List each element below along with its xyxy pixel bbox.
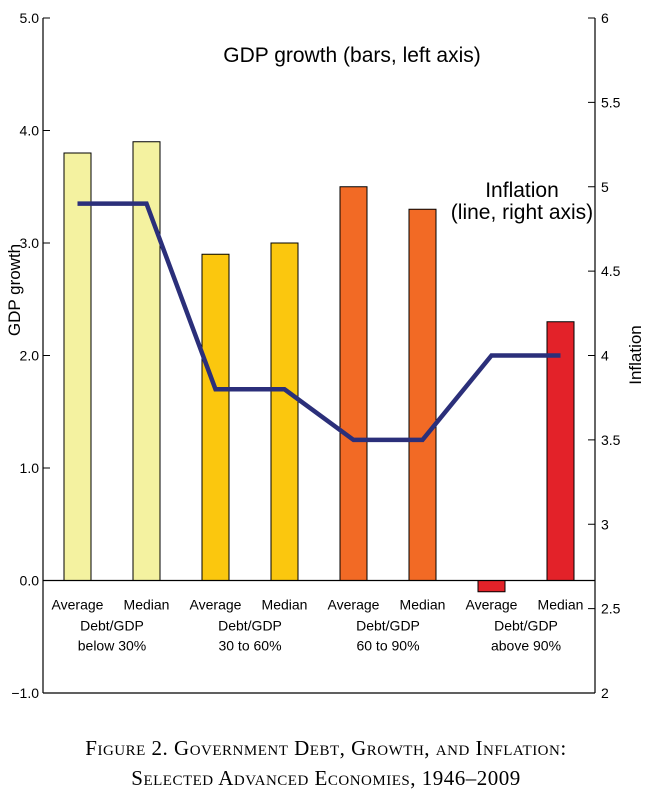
inflation-annotation-line1: Inflation: [485, 179, 559, 202]
bar-2: [132, 141, 161, 581]
left-tick-label: 1.0: [20, 460, 40, 476]
left-tick-label: 3.0: [20, 235, 40, 251]
category-label: Median: [262, 597, 308, 613]
right-tick-label: 4.5: [601, 263, 621, 279]
right-tick-label: 3.5: [601, 432, 621, 448]
category-labels: Average Median Average Median Average Median A…: [52, 597, 584, 654]
category-label: Median: [124, 597, 170, 613]
inflation-series-line: [77, 201, 561, 443]
bar-3: [201, 253, 230, 581]
bar-7: [477, 580, 506, 593]
right-tick-label: 3: [601, 516, 609, 532]
bar-4: [270, 242, 299, 581]
category-label: Average: [466, 597, 518, 613]
inflation-annotation-line2: (line, right axis): [451, 201, 593, 224]
caption-line-2: Selected Advanced Economies, 1946–2009: [131, 766, 521, 790]
bar-5: [339, 186, 368, 581]
group-label-line1: Debt/GDP: [80, 618, 144, 634]
left-tick-label: −1.0: [11, 685, 39, 701]
category-label: Median: [538, 597, 584, 613]
inflation-line: [77, 201, 561, 443]
category-label: Average: [190, 597, 242, 613]
right-axis-label: Inflation: [626, 325, 645, 385]
right-tick-label: 5.5: [601, 94, 621, 110]
category-label: Average: [52, 597, 104, 613]
right-tick-label: 2.5: [601, 601, 621, 617]
group-label-line1: Debt/GDP: [494, 618, 558, 634]
group-label-line2: 60 to 90%: [356, 638, 419, 654]
caption-line-1: Figure 2. Government Debt, Growth, and I…: [85, 736, 567, 760]
group-label-line2: 30 to 60%: [218, 638, 281, 654]
bar-6: [408, 208, 437, 581]
left-tick-label: 5.0: [20, 10, 40, 26]
category-label: Average: [328, 597, 380, 613]
axis-ticks: 5.0 4.0 3.0 2.0 1.0 0.0 −1.0 6 5.5 5 4.5 4 3.5 3 2.5 2: [11, 10, 620, 701]
figure-caption: Figure 2. Government Debt, Growth, and I…: [0, 733, 652, 793]
left-tick-label: 0.0: [20, 573, 40, 589]
group-label-line2: above 90%: [491, 638, 561, 654]
category-label: Median: [400, 597, 446, 613]
group-label-line1: Debt/GDP: [356, 618, 420, 634]
bar-1: [63, 152, 92, 581]
bar-8: [546, 321, 575, 581]
chart: 5.04.03.02.01.00.0−1.065.554.543.532.52 …: [5, 10, 645, 701]
left-tick-label: 4.0: [20, 123, 40, 139]
group-label-line2: below 30%: [78, 638, 147, 654]
right-tick-label: 2: [601, 685, 609, 701]
bars: [63, 141, 575, 593]
right-tick-label: 4: [601, 348, 609, 364]
left-tick-label: 2.0: [20, 348, 40, 364]
left-axis-label: GDP growth: [5, 244, 24, 336]
gdp-annotation: GDP growth (bars, left axis): [223, 44, 481, 67]
group-label-line1: Debt/GDP: [218, 618, 282, 634]
right-tick-label: 5: [601, 179, 609, 195]
right-tick-label: 6: [601, 10, 609, 26]
